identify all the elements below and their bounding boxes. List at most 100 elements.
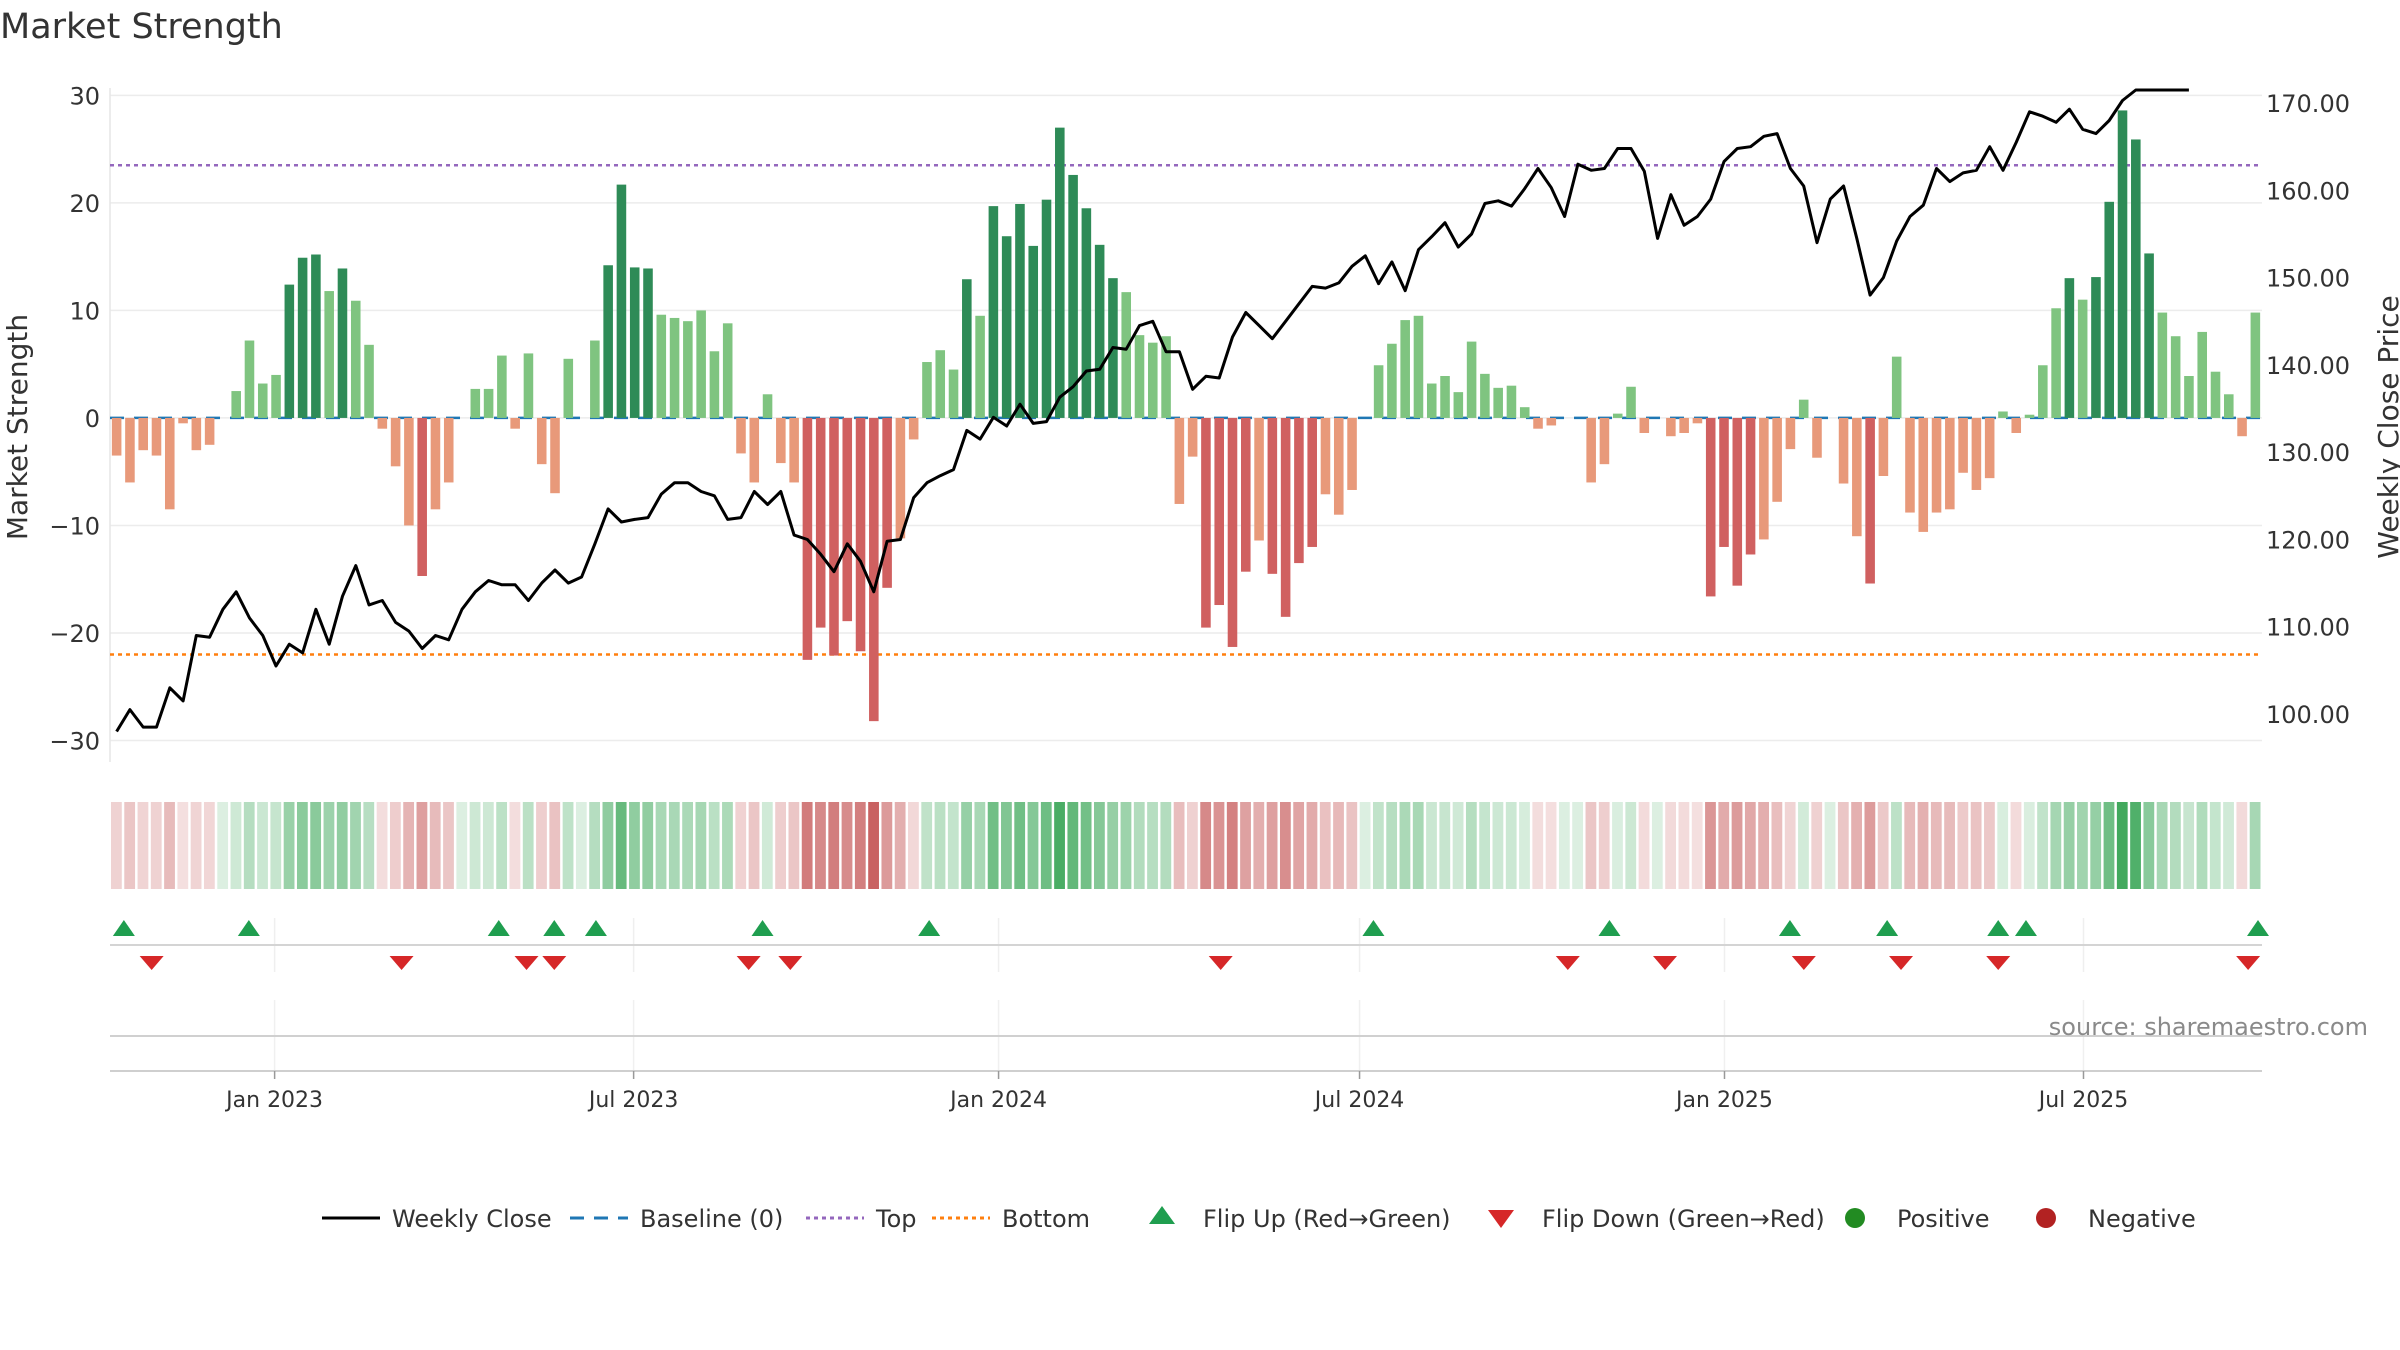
strength-bar [842,417,853,622]
strip-cell [589,802,601,889]
strip-cell [217,802,229,889]
strip-cell [987,802,999,889]
strength-bar [1240,417,1251,572]
strip-cell [1598,802,1610,889]
strip-cell [137,802,149,889]
legend-circle-icon [1845,1208,1865,1228]
strip-cell [1067,802,1079,889]
strip-cell [164,802,175,889]
strip-cell [296,802,308,889]
strength-bar [1759,417,1769,540]
strength-bar [1466,341,1477,418]
strip-cell [509,802,521,889]
weekly-close-line [115,88,2189,733]
strength-bar [1546,417,1557,426]
strip-cell [1758,802,1769,889]
strip-cell [323,802,335,889]
strength-bar [1586,417,1596,483]
strength-bar [1440,376,1450,418]
strength-bar [563,358,574,418]
strength-bar [709,351,720,418]
strength-bar [284,284,295,418]
x-tick-label: Jan 2024 [948,1088,1047,1113]
strength-bar [1161,336,1171,418]
strip-cell [1558,802,1570,889]
strip-cell [828,802,840,889]
legend-label: Weekly Close [392,1205,552,1233]
legend-item: Flip Down (Green→Red) [1488,1205,1825,1233]
strip-cell [722,802,733,889]
strip-cell [2170,802,2181,889]
strength-bar [1852,417,1862,537]
strength-bar [1320,417,1331,495]
strength-bar [2184,376,2194,418]
strip-cell [934,802,946,889]
left-tick-label: −20 [49,620,100,648]
strip-cell [1731,802,1743,889]
strength-bar [1533,417,1543,429]
strip-cell [1333,802,1344,889]
strength-bar [324,291,334,418]
strip-cell [1054,802,1065,889]
strength-bar [138,417,148,451]
strip-cell [111,802,122,889]
flip-up-marker [918,920,941,936]
strength-bar [1998,411,2008,418]
strip-cell [1346,802,1358,889]
left-axis-label: Market Strength [1,314,34,540]
strip-cell [1970,802,1982,889]
x-tick-label: Jul 2023 [587,1088,679,1113]
right-tick-label: 110.00 [2266,614,2350,642]
strength-bar [656,314,667,418]
strip-cell [1798,802,1809,889]
right-tick-label: 100.00 [2266,701,2350,729]
flip-up-marker [487,920,510,936]
strip-cell [456,802,468,889]
strength-bar [882,417,892,588]
strength-bar [1041,199,1052,418]
flip-up-marker [1778,920,1801,936]
flip-down-marker [1986,956,2011,970]
flip-down-marker [542,956,567,970]
strength-bar [1413,315,1424,418]
strength-bar [151,417,162,456]
flip-up-marker [112,920,135,936]
strip-cell [1279,802,1291,889]
strip-cell [1080,802,1092,889]
strength-bar [1878,417,1889,476]
strip-cell [788,802,800,889]
strength-bar [1812,417,1822,458]
strength-bar [1094,244,1105,418]
strength-bar [1918,417,1929,532]
strip-cell [203,802,215,889]
strength-bar [483,388,494,418]
right-tick-label: 130.00 [2266,439,2350,467]
strength-bar [603,265,613,418]
strip-cell [1984,802,1995,889]
strength-bar [1519,407,1530,418]
flip-down-marker [1208,956,1233,970]
right-axis-ticks: 170.00 160.00 150.00 140.00 130.00 120.00 110.… [2266,90,2350,729]
strength-bar [191,417,202,451]
strip-cell [1864,802,1876,889]
legend: Weekly Close Baseline (0) Top Bottom Flip Up… [322,1205,2196,1233]
strip-cell [1744,802,1756,889]
strength-bar [1984,417,1995,479]
strip-cell [150,802,162,889]
x-tick-label: Jul 2025 [2037,1088,2129,1113]
strength-bar [829,417,839,656]
flip-down-marker [778,956,803,970]
strength-bar [111,417,122,456]
strength-bar [164,417,175,510]
strip-cell [2249,802,2261,889]
strength-bar [2077,299,2088,418]
strip-cell [2063,802,2075,889]
strip-cell [1014,802,1026,889]
strip-cell [1386,802,1398,889]
flip-markers-panel [110,918,2269,972]
strip-cell [1147,802,1158,889]
strip-cell [2037,802,2048,889]
strength-bar [1148,342,1158,418]
strength-bar [2197,331,2208,418]
